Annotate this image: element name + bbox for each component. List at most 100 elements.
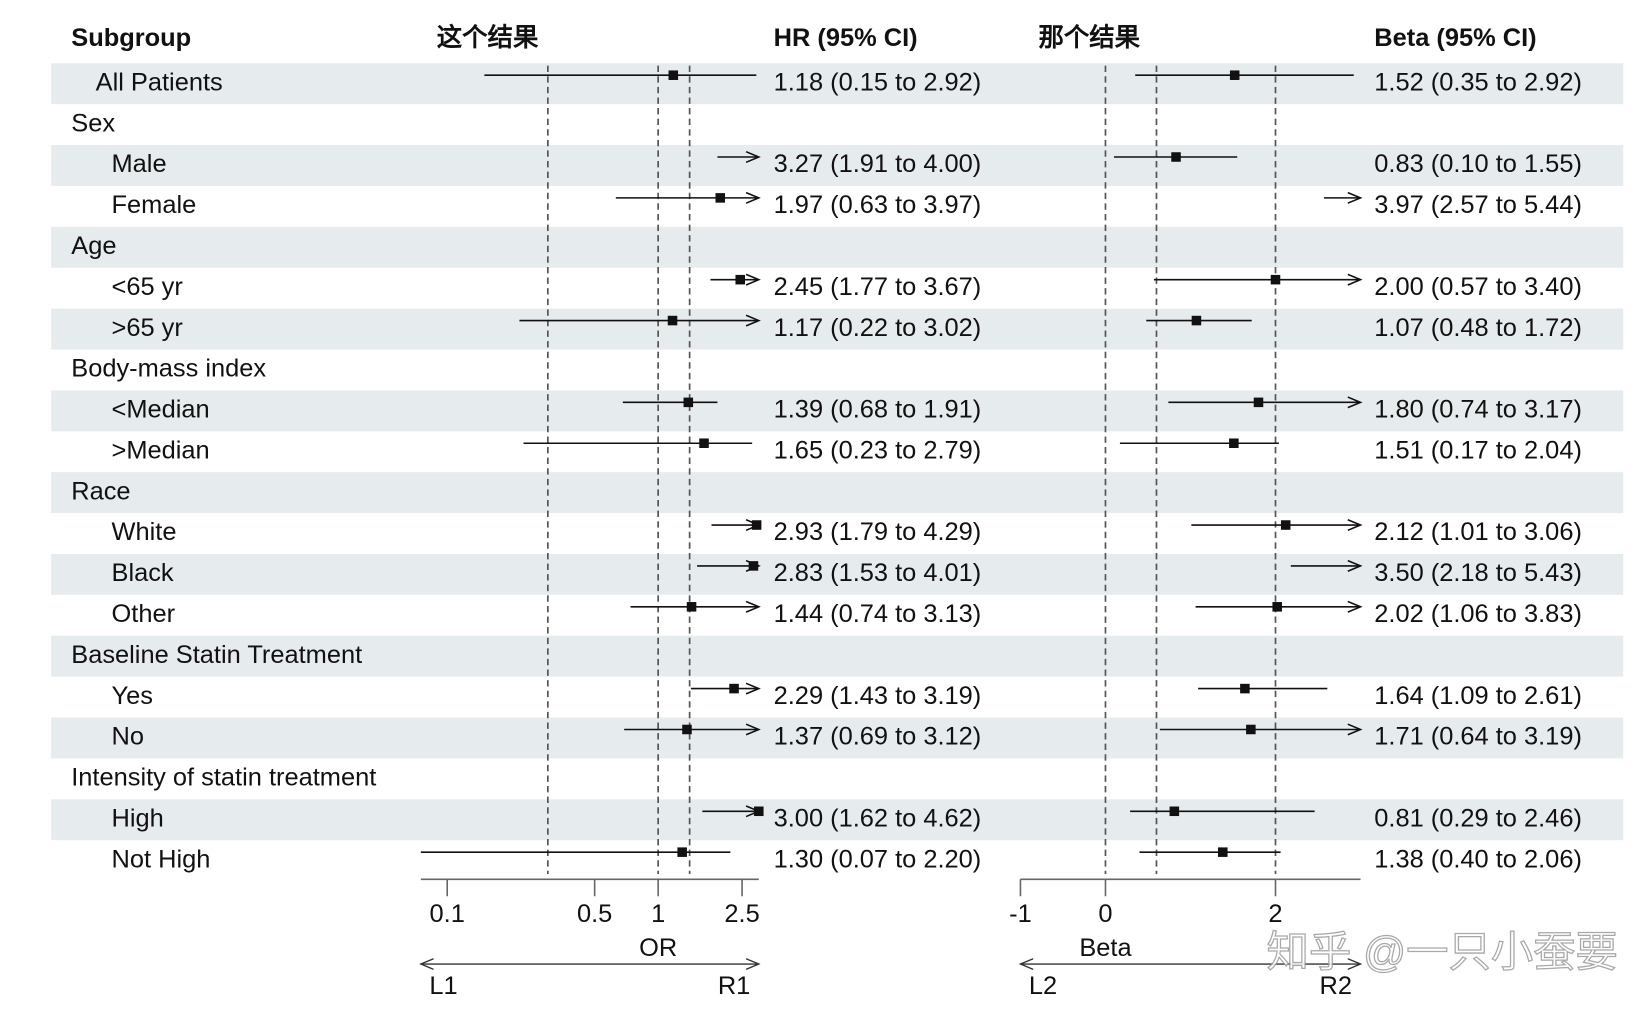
ci-label: 1.80 (0.74 to 3.17) [1374,396,1582,424]
panel-title: 那个结果 [1038,24,1140,52]
x-axis-label: Beta [1079,934,1132,962]
point-estimate [1169,806,1180,817]
x-axis-label: OR [639,934,677,962]
ci-label: 1.30 (0.07 to 2.20) [774,845,982,873]
ci-label: 1.52 (0.35 to 2.92) [1374,68,1582,96]
point-estimate [1229,438,1239,449]
ci-arrow [745,150,761,164]
ci-label: 2.83 (1.53 to 4.01) [774,559,982,587]
x-tick-label: 1 [651,900,665,928]
ci-arrow [1347,191,1363,204]
row-shading [51,63,1624,841]
point-estimate [1240,683,1250,694]
row-label: Male [112,150,167,178]
row-band [51,472,1624,514]
ci-arrow [745,273,761,286]
ci-label: 1.65 (0.23 to 2.79) [774,436,982,464]
row-band [51,308,1624,350]
ci-label: 1.71 (0.64 to 3.19) [1374,723,1582,751]
x-tick-label: 0 [1098,900,1112,928]
row-band [51,63,1624,105]
point-estimate [667,315,678,326]
watermark: 知乎 @一只小蚕要 [1267,929,1618,976]
plot-layer [420,65,1363,874]
ci-label: 2.45 (1.77 to 3.67) [774,273,982,301]
point-estimate [1229,70,1240,80]
row-label: Female [112,191,197,219]
ci-label: 1.18 (0.15 to 2.92) [774,68,982,96]
ci-label: 1.17 (0.22 to 3.02) [774,314,982,342]
ci-label: 1.51 (0.17 to 2.04) [1374,436,1582,464]
ci-arrow [1347,559,1363,572]
right-label: R2 [1320,972,1352,1000]
point-estimate [1171,152,1181,162]
row-label: Not High [112,845,211,873]
point-estimate [1280,520,1291,530]
left-label: L2 [1029,972,1057,1000]
ci-arrow [745,600,761,613]
row-label: No [112,723,144,751]
ci-arrow [745,682,761,695]
row-label: Body-mass index [71,355,266,383]
row-band [51,390,1624,432]
row-band [51,799,1624,841]
ci-arrow [1347,273,1363,286]
point-estimate [682,724,692,735]
point-estimate [754,806,764,817]
ci-label: 1.07 (0.48 to 1.72) [1374,314,1582,342]
ci-header: Beta (95% CI) [1374,24,1536,52]
ci-arrow [1347,518,1363,532]
ci-label: 3.50 (2.18 to 5.43) [1374,559,1582,587]
ci-header: HR (95% CI) [774,24,918,52]
point-estimate [677,847,687,857]
panel-title: 这个结果 [437,23,539,52]
left-label: L1 [429,972,457,1000]
row-label: Yes [112,682,153,710]
point-estimate [699,438,709,449]
point-estimate [1253,397,1264,408]
ci-label: 1.97 (0.63 to 3.97) [774,191,982,219]
row-label: Intensity of statin treatment [71,764,376,792]
point-estimate [735,274,746,285]
point-estimate [1270,274,1281,285]
row-label: Baseline Statin Treatment [71,641,362,669]
x-tick-label: -1 [1009,900,1032,928]
ci-arrow [1347,723,1363,736]
x-tick-label: 2 [1268,900,1282,928]
ci-arrow [1347,396,1363,409]
right-label: R1 [718,972,750,1000]
ci-arrow [745,723,761,736]
point-estimate [683,397,694,408]
x-tick-label: 2.5 [724,900,759,928]
ci-label: 1.37 (0.69 to 3.12) [774,723,982,751]
point-estimate [729,683,739,694]
ci-label: 0.83 (0.10 to 1.55) [1374,150,1582,178]
point-estimate [1218,847,1228,857]
row-label: Age [71,232,116,260]
ci-label: 2.02 (1.06 to 3.83) [1374,600,1582,628]
row-label: Black [112,559,174,587]
row-label: High [112,804,164,832]
ci-label: 2.00 (0.57 to 3.40) [1374,273,1582,301]
row-label: Race [71,477,130,505]
ci-arrow [745,191,761,204]
row-label: White [112,518,177,546]
row-band [51,226,1624,268]
row-band [51,553,1624,595]
point-estimate [715,193,726,203]
ci-label: 3.27 (1.91 to 4.00) [774,150,982,178]
row-label: >Median [112,436,210,464]
point-estimate [748,561,759,571]
point-estimate [1272,602,1282,612]
direction-arrow [1018,958,1363,970]
row-band [51,635,1624,677]
row-label: <Median [112,396,210,424]
point-estimate [1246,724,1256,735]
row-label: Other [112,600,176,628]
ci-label: 3.97 (2.57 to 5.44) [1374,191,1582,219]
ci-label: 2.93 (1.79 to 4.29) [774,518,982,546]
x-tick-label: 0.5 [577,900,612,928]
direction-arrow [419,958,761,970]
ci-label: 1.39 (0.68 to 1.91) [774,396,982,424]
